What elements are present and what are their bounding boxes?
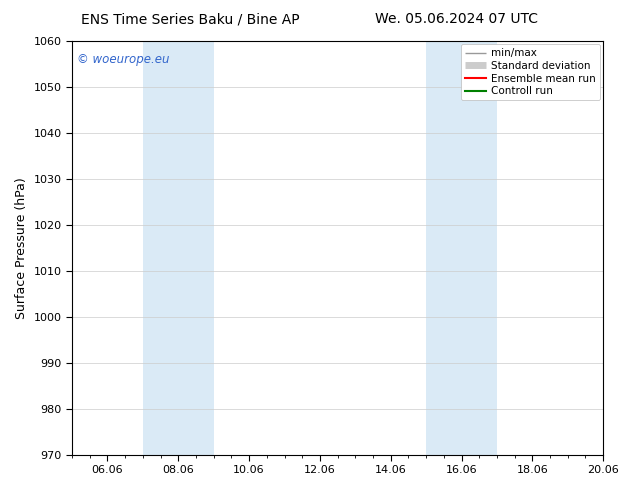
Bar [143,41,214,455]
Y-axis label: Surface Pressure (hPa): Surface Pressure (hPa) [15,177,28,318]
Text: © woeurope.eu: © woeurope.eu [77,53,170,67]
Legend: min/max, Standard deviation, Ensemble mean run, Controll run: min/max, Standard deviation, Ensemble me… [461,44,600,100]
Bar [426,41,497,455]
Text: We. 05.06.2024 07 UTC: We. 05.06.2024 07 UTC [375,12,538,26]
Text: ENS Time Series Baku / Bine AP: ENS Time Series Baku / Bine AP [81,12,299,26]
